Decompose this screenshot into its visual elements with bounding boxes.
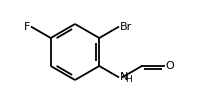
Text: H: H (125, 75, 132, 84)
Text: F: F (24, 22, 30, 32)
Text: N: N (120, 72, 128, 82)
Text: O: O (165, 61, 174, 71)
Text: Br: Br (120, 22, 132, 32)
